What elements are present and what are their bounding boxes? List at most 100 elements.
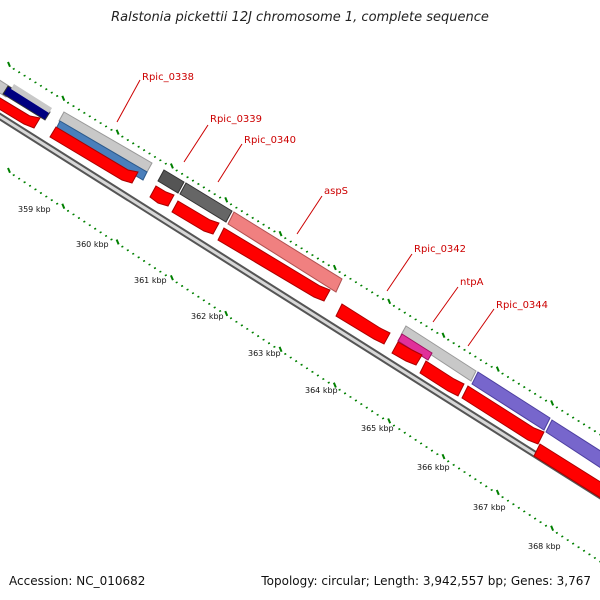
minor-tick bbox=[294, 243, 298, 247]
minor-tick bbox=[490, 488, 493, 492]
minor-tick bbox=[577, 546, 580, 549]
minor-tick bbox=[229, 317, 233, 320]
minor-tick bbox=[436, 331, 439, 335]
outer-tick-row bbox=[7, 61, 600, 436]
minor-tick bbox=[327, 381, 330, 384]
minor-tick bbox=[289, 240, 292, 243]
major-tick bbox=[170, 163, 174, 169]
minor-tick bbox=[93, 118, 97, 121]
major-tick bbox=[332, 382, 337, 388]
minor-tick bbox=[137, 145, 140, 148]
minor-tick bbox=[39, 191, 43, 195]
minor-tick bbox=[311, 253, 314, 257]
cds-arrow bbox=[217, 227, 331, 302]
minor-tick bbox=[338, 270, 341, 274]
major-tick bbox=[387, 418, 392, 424]
minor-tick bbox=[408, 314, 412, 318]
minor-tick bbox=[77, 108, 81, 111]
cds-arrow bbox=[49, 126, 139, 184]
feature-track bbox=[0, 79, 600, 468]
cds-arrow bbox=[335, 303, 391, 345]
minor-tick bbox=[246, 327, 249, 331]
minor-tick bbox=[246, 213, 249, 216]
gene-label-asps: aspS bbox=[324, 186, 348, 197]
minor-tick bbox=[142, 259, 146, 263]
major-tick bbox=[495, 366, 500, 372]
minor-tick bbox=[360, 284, 363, 287]
major-tick bbox=[61, 95, 66, 102]
feature-asps bbox=[227, 211, 343, 293]
feature-rpic-0339 bbox=[157, 169, 185, 194]
minor-tick bbox=[305, 250, 309, 253]
minor-tick bbox=[582, 423, 586, 426]
minor-tick bbox=[159, 270, 162, 273]
kbp-label: 363 kbp bbox=[248, 349, 281, 358]
major-tick bbox=[278, 346, 283, 353]
minor-tick bbox=[528, 389, 531, 392]
minor-tick bbox=[12, 67, 15, 71]
minor-tick bbox=[110, 128, 113, 131]
feature-rpic-0340 bbox=[179, 182, 233, 223]
minor-tick bbox=[414, 318, 417, 321]
minor-tick bbox=[322, 260, 325, 263]
minor-tick bbox=[126, 249, 130, 252]
minor-tick bbox=[50, 199, 53, 202]
minor-tick bbox=[457, 467, 461, 470]
minor-tick bbox=[436, 453, 439, 456]
cds-arrow bbox=[533, 443, 600, 499]
minor-tick bbox=[479, 481, 483, 484]
minor-tick bbox=[175, 169, 178, 172]
minor-tick bbox=[571, 542, 575, 545]
major-tick bbox=[224, 197, 229, 203]
minor-tick bbox=[398, 308, 401, 311]
minor-tick bbox=[338, 388, 341, 391]
minor-tick bbox=[17, 71, 21, 74]
minor-tick bbox=[539, 396, 542, 399]
minor-tick bbox=[517, 506, 521, 509]
minor-tick bbox=[501, 372, 504, 375]
gene-labels: Rpic_0338 Rpic_0339 Rpic_0340 aspS Rpic_… bbox=[142, 72, 548, 311]
minor-tick bbox=[370, 410, 374, 413]
minor-tick bbox=[267, 226, 271, 230]
feature-gray bbox=[11, 84, 52, 113]
minor-tick bbox=[23, 181, 26, 184]
minor-tick bbox=[34, 81, 37, 84]
kbp-label: 366 kbp bbox=[417, 463, 450, 472]
kbp-label: 360 kbp bbox=[76, 240, 109, 249]
major-tick bbox=[278, 230, 283, 237]
minor-tick bbox=[23, 74, 26, 77]
minor-tick bbox=[229, 203, 233, 206]
minor-tick bbox=[28, 184, 32, 187]
minor-tick bbox=[343, 274, 347, 277]
feature-ntpa-gray bbox=[400, 325, 477, 382]
minor-tick bbox=[164, 274, 168, 277]
minor-tick bbox=[83, 220, 86, 223]
minor-tick bbox=[256, 220, 260, 223]
minor-tick bbox=[300, 247, 303, 250]
major-tick bbox=[332, 264, 337, 271]
minor-tick bbox=[305, 367, 309, 370]
minor-tick bbox=[381, 298, 385, 301]
minor-tick bbox=[197, 182, 200, 186]
kbp-label: 368 kbp bbox=[528, 542, 561, 551]
feature-rpic-0338-blue bbox=[55, 120, 148, 181]
minor-tick bbox=[99, 231, 102, 234]
cds-arrow bbox=[0, 97, 41, 129]
minor-tick bbox=[474, 355, 477, 358]
minor-tick bbox=[447, 338, 450, 341]
minor-tick bbox=[561, 535, 564, 538]
minor-tick bbox=[376, 294, 379, 297]
minor-tick bbox=[392, 424, 396, 427]
minor-tick bbox=[311, 370, 314, 373]
minor-tick bbox=[50, 91, 53, 94]
gene-label-rpic-0344: Rpic_0344 bbox=[496, 300, 548, 311]
minor-tick bbox=[370, 291, 374, 294]
minor-tick bbox=[251, 216, 254, 219]
map-title: Ralstonia pickettii 12J chromosome 1, co… bbox=[111, 10, 489, 25]
major-tick bbox=[387, 298, 392, 305]
minor-tick bbox=[240, 209, 244, 213]
minor-tick bbox=[45, 195, 48, 198]
minor-tick bbox=[262, 338, 265, 341]
minor-tick bbox=[284, 352, 287, 356]
